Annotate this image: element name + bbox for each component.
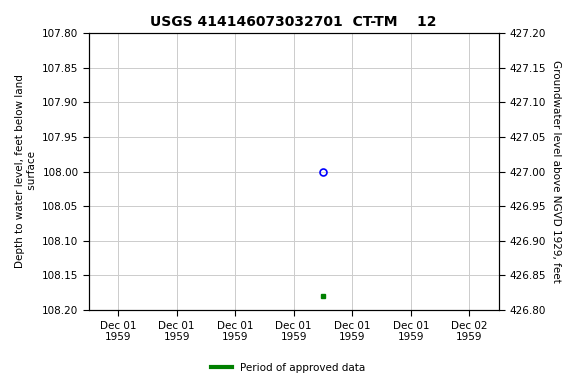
Legend: Period of approved data: Period of approved data xyxy=(207,359,369,377)
Y-axis label: Depth to water level, feet below land
 surface: Depth to water level, feet below land su… xyxy=(15,74,37,268)
Y-axis label: Groundwater level above NGVD 1929, feet: Groundwater level above NGVD 1929, feet xyxy=(551,60,561,283)
Title: USGS 414146073032701  CT-TM    12: USGS 414146073032701 CT-TM 12 xyxy=(150,15,437,29)
